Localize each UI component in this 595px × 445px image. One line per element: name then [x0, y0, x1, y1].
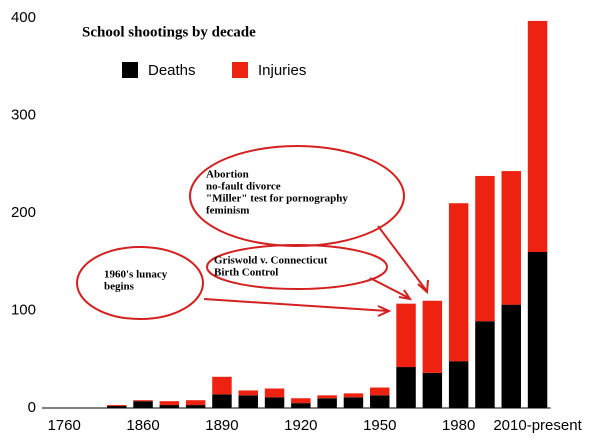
bar-segment [475, 175, 495, 322]
annotation-ellipse [76, 246, 204, 320]
y-tick-label: 300 [11, 106, 36, 123]
legend-label: Injuries [258, 62, 306, 79]
y-tick-label: 0 [28, 399, 36, 416]
bar-segment [212, 394, 232, 408]
bar-segment [291, 403, 311, 408]
bar-segment [185, 400, 206, 406]
bar-segment [448, 361, 469, 408]
y-tick-label: 200 [11, 204, 36, 221]
annotation-text: Griswold v. Connecticut [214, 255, 328, 267]
bar-segment [501, 171, 521, 305]
bar-segment [370, 387, 390, 396]
arrow [203, 298, 389, 312]
x-tick-label: 1920 [284, 417, 317, 434]
annotation-text: no-fault divorce [206, 181, 281, 193]
x-tick-label: 1980 [442, 417, 475, 434]
arrow [377, 225, 427, 291]
bar-segment [159, 401, 180, 406]
annotation-text: Birth Control [214, 267, 278, 279]
annotation-text: 1960's lunacy [104, 269, 168, 281]
bar-segment [448, 203, 469, 362]
bar-segment [238, 395, 258, 408]
x-tick-label: 1890 [205, 417, 238, 434]
bar-segment [343, 397, 364, 408]
bar-segment [317, 395, 337, 399]
x-tick-label: 1760 [47, 417, 80, 434]
bar-segment [501, 304, 521, 408]
annotation-text: "Miller" test for pornography [206, 193, 348, 205]
bar-segment [475, 321, 495, 408]
bar-segment [159, 405, 180, 408]
x-tick-label: 1950 [363, 417, 396, 434]
x-tick-label: 2010-present [493, 417, 582, 434]
bar-segment [422, 372, 443, 408]
legend-label: Deaths [148, 62, 196, 79]
bar-segment [185, 405, 206, 408]
arrow [369, 277, 410, 299]
bar-segment [133, 400, 153, 402]
legend-swatch [122, 62, 138, 78]
bar-segment [107, 405, 127, 407]
arrow-head [398, 289, 413, 301]
y-tick-label: 100 [11, 301, 36, 318]
chart-title: School shootings by decade [82, 24, 256, 40]
annotations [76, 145, 429, 320]
y-tick-label: 400 [11, 9, 36, 26]
bar-segment [370, 395, 390, 408]
bar-segment [264, 388, 285, 398]
bar-segment [238, 390, 258, 396]
x-tick-label: 1860 [126, 417, 159, 434]
legend-swatch [232, 62, 248, 78]
annotation-ellipse [206, 244, 388, 290]
bar-segment [343, 393, 364, 398]
bar-segment [396, 367, 416, 408]
bar-segment [422, 300, 443, 373]
bar-segment [107, 406, 127, 408]
annotation-text: feminism [206, 205, 249, 217]
bar-segment [317, 398, 337, 408]
annotation-text: begins [104, 281, 135, 293]
arrow-head [417, 279, 429, 295]
bar-segment [133, 401, 153, 408]
bar-segment [264, 397, 285, 408]
bar-segment [527, 252, 548, 408]
arrow-head [377, 305, 392, 317]
bar-segment [212, 376, 232, 395]
annotation-text: Abortion [206, 169, 249, 181]
bar-segment [527, 20, 548, 252]
bar-segment [396, 303, 416, 368]
bar-segment [291, 398, 311, 404]
